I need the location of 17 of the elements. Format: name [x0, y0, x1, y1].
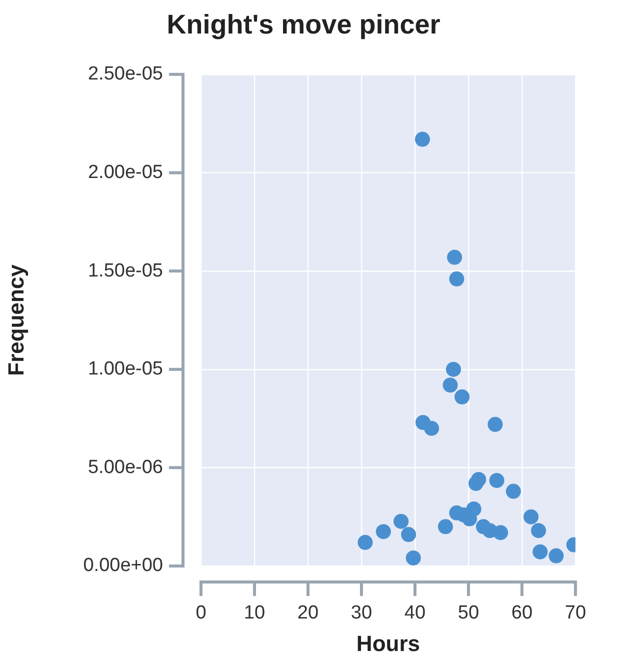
x-axis-title: Hours	[356, 630, 420, 656]
y-axis-title: Frequency	[3, 264, 28, 376]
x-tick-label: 50	[458, 602, 480, 624]
y-tick-label: 5.00e-06	[88, 456, 163, 478]
x-tick-label: 20	[297, 602, 319, 624]
y-tick-label: 1.00e-05	[88, 358, 163, 380]
x-tick-label: 40	[404, 602, 426, 624]
x-tick-label: 70	[564, 602, 586, 624]
x-tick-label: 10	[244, 602, 266, 624]
y-tick-label: 0.00e+00	[83, 555, 163, 576]
y-tick-label: 2.00e-05	[88, 162, 163, 183]
x-tick-label: 30	[350, 602, 372, 624]
y-tick-label: 2.50e-05	[88, 64, 163, 85]
x-tick-label: 60	[511, 602, 533, 624]
chart-title: Knight's move pincer	[166, 10, 441, 40]
y-tick-label: 1.50e-05	[88, 260, 163, 282]
x-tick-label: 0	[196, 602, 206, 624]
